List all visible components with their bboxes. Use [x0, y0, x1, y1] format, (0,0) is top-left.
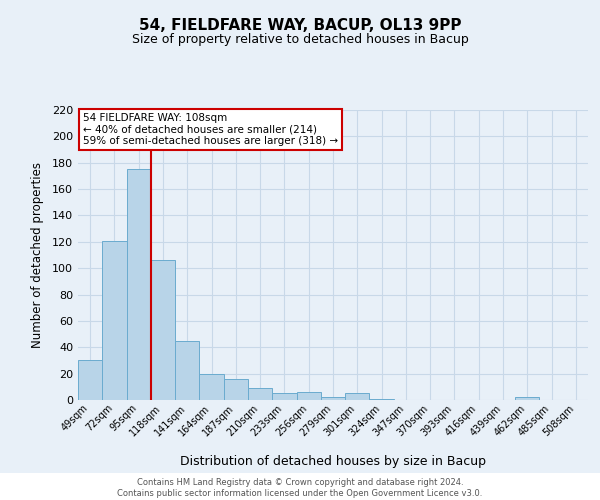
Text: Contains HM Land Registry data © Crown copyright and database right 2024.: Contains HM Land Registry data © Crown c… [137, 478, 463, 487]
Bar [151, 260, 175, 400]
Text: Distribution of detached houses by size in Bacup: Distribution of detached houses by size … [180, 454, 486, 468]
Text: 54 FIELDFARE WAY: 108sqm
← 40% of detached houses are smaller (214)
59% of semi-: 54 FIELDFARE WAY: 108sqm ← 40% of detach… [83, 113, 338, 146]
Text: Size of property relative to detached houses in Bacup: Size of property relative to detached ho… [131, 32, 469, 46]
Bar [272, 394, 296, 400]
Bar [296, 392, 321, 400]
Bar [321, 398, 345, 400]
Bar [370, 398, 394, 400]
Bar [78, 360, 102, 400]
Text: 54, FIELDFARE WAY, BACUP, OL13 9PP: 54, FIELDFARE WAY, BACUP, OL13 9PP [139, 18, 461, 32]
Bar [127, 170, 151, 400]
Bar [248, 388, 272, 400]
Bar [345, 394, 370, 400]
Bar [199, 374, 224, 400]
Bar [224, 379, 248, 400]
Text: Contains public sector information licensed under the Open Government Licence v3: Contains public sector information licen… [118, 490, 482, 498]
Bar [515, 398, 539, 400]
Y-axis label: Number of detached properties: Number of detached properties [31, 162, 44, 348]
Bar [102, 240, 127, 400]
Bar [175, 340, 199, 400]
